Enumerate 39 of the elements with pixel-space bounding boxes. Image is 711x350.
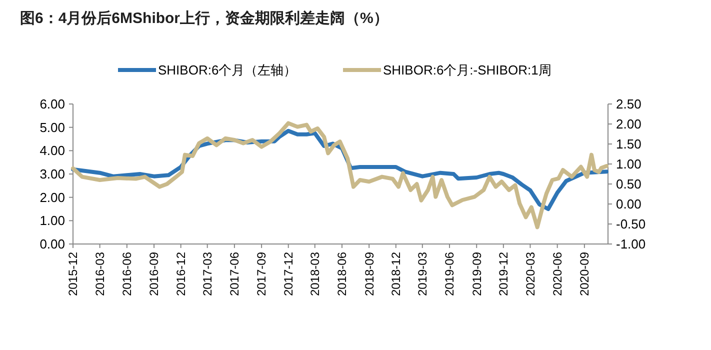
x-tick-label: 2018-09 [362, 252, 376, 296]
line-series [71, 121, 609, 230]
y-tick-label: 5.00 [40, 120, 65, 135]
legend-label: SHIBOR:6个月（左轴） [158, 62, 297, 78]
x-tick-label: 2019-09 [470, 252, 484, 296]
x-tick-label: 2019-06 [442, 252, 457, 296]
x-tick-label: 2020-06 [550, 252, 565, 296]
y2-tick-label: -1.00 [616, 236, 646, 252]
y-tick-label: 0.00 [40, 236, 65, 252]
y2-tick-label: 1.00 [616, 156, 642, 172]
x-tick-label: 2016-06 [120, 252, 134, 296]
x-tick-label: 2019-12 [496, 252, 511, 296]
x-tick-label: 2015-12 [66, 252, 80, 296]
y-tick-label: 6.00 [40, 96, 65, 112]
x-tick-label: 2016-12 [174, 252, 188, 296]
x-tick-label: 2016-03 [93, 252, 108, 296]
y-tick-label: 2.00 [40, 190, 65, 205]
x-tick-label: 2017-03 [200, 252, 215, 296]
chart-title: 图6：4月份后6MShibor上行，资金期限利差走阔（%） [20, 10, 388, 27]
x-tick-label: 2020-09 [578, 252, 592, 296]
y2-tick-label: -0.50 [616, 216, 646, 232]
x-tick-label: 2017-12 [282, 252, 296, 296]
y-tick-label: 4.00 [40, 143, 65, 158]
y-tick-label: 3.00 [40, 166, 65, 182]
legend-label: SHIBOR:6个月:-SHIBOR:1周 [383, 62, 552, 78]
x-tick-label: 2018-03 [308, 252, 322, 296]
y2-tick-label: 2.00 [616, 116, 642, 132]
x-tick-label: 2020-03 [523, 252, 538, 296]
y2-tick-label: 2.50 [616, 96, 642, 112]
x-tick-label: 2018-12 [389, 252, 404, 296]
y2-tick-label: 0.50 [616, 176, 642, 192]
x-tick-label: 2018-06 [335, 252, 350, 296]
y2-tick-label: 0.00 [616, 196, 642, 212]
x-tick-label: 2017-09 [254, 252, 269, 296]
x-tick-label: 2016-09 [147, 252, 162, 296]
y2-tick-label: 1.50 [616, 136, 642, 152]
y-tick-label: 1.00 [40, 213, 65, 228]
x-tick-label: 2019-03 [416, 252, 430, 296]
x-tick-label: 2017-06 [228, 252, 242, 296]
